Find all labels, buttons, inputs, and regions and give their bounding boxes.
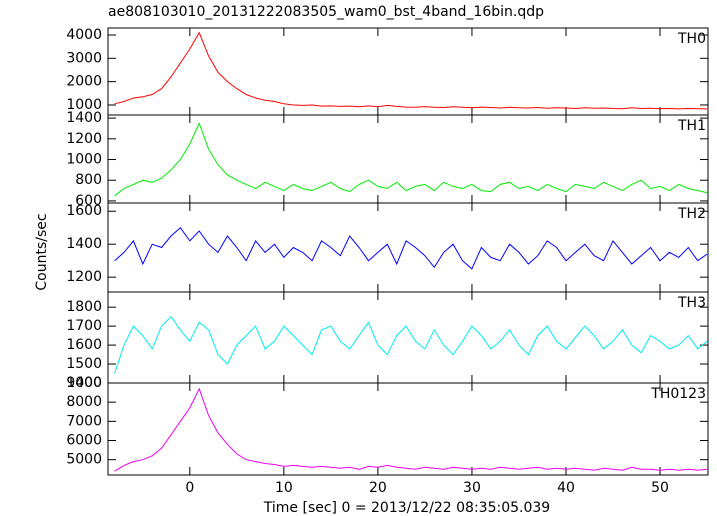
y-tick-label: 1400 <box>66 110 102 126</box>
x-tick-label: 40 <box>557 480 575 496</box>
x-tick-label: 10 <box>275 480 293 496</box>
y-tick-label: 6000 <box>66 433 102 449</box>
x-tick-label: 50 <box>651 480 669 496</box>
y-tick-label: 1700 <box>66 318 102 334</box>
y-axis-label: Counts/sec <box>34 213 50 290</box>
y-tick-label: 1400 <box>66 236 102 252</box>
data-line <box>114 387 708 472</box>
y-tick-label: 1200 <box>66 269 102 285</box>
data-line <box>114 315 708 374</box>
x-tick-label: 0 <box>185 480 194 496</box>
y-tick-label: 1400 <box>66 375 102 391</box>
panel-frame <box>107 382 709 476</box>
y-tick-label: 9000 <box>66 375 102 391</box>
y-tick-label: 8000 <box>66 394 102 410</box>
panel-label: TH0123 <box>650 386 706 402</box>
data-line <box>114 226 708 270</box>
panel-label: TH0 <box>677 31 706 47</box>
y-tick-label: 7000 <box>66 413 102 429</box>
y-tick-label: 600 <box>75 193 102 209</box>
y-tick-label: 800 <box>75 172 102 188</box>
x-tick-label: 20 <box>369 480 387 496</box>
data-line <box>114 121 708 197</box>
panel-label: TH2 <box>677 206 706 222</box>
y-tick-label: 1000 <box>66 152 102 168</box>
panel-label: TH1 <box>677 118 706 134</box>
chart-title: ae808103010_20131222083505_wam0_bst_4ban… <box>108 4 544 20</box>
y-tick-label: 5000 <box>66 452 102 468</box>
x-axis-label: Time [sec] 0 = 2013/12/22 08:35:05.039 <box>263 500 550 516</box>
data-line <box>114 31 708 110</box>
y-tick-label: 1800 <box>66 299 102 315</box>
y-tick-label: 1600 <box>66 337 102 353</box>
panel-frame <box>107 27 709 116</box>
x-tick-label: 30 <box>463 480 481 496</box>
y-tick-label: 1600 <box>66 203 102 219</box>
panel-frame <box>107 291 709 384</box>
y-tick-label: 4000 <box>66 27 102 43</box>
y-tick-label: 2000 <box>66 74 102 90</box>
y-tick-label: 1000 <box>66 97 102 113</box>
y-tick-label: 1200 <box>66 131 102 147</box>
y-tick-label: 3000 <box>66 50 102 66</box>
y-tick-label: 1500 <box>66 356 102 372</box>
panel-label: TH3 <box>677 295 706 311</box>
